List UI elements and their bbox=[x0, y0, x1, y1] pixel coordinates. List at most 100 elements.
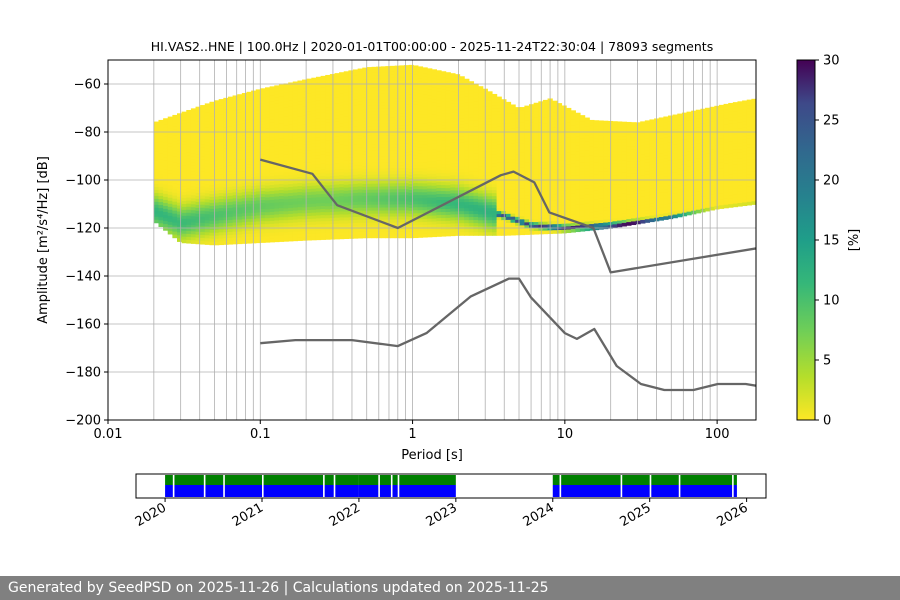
psd-density-cell bbox=[450, 139, 456, 143]
psd-density-cell bbox=[491, 229, 498, 233]
psd-density-cell bbox=[385, 186, 391, 191]
psd-density-cell bbox=[214, 100, 220, 104]
psd-density-cell bbox=[283, 232, 289, 236]
psd-density-cell bbox=[195, 240, 201, 245]
psd-density-cell bbox=[390, 80, 396, 85]
psd-density-cell bbox=[283, 190, 289, 195]
psd-density-cell bbox=[450, 163, 456, 167]
psd-density-cell bbox=[431, 87, 437, 91]
psd-density-cell bbox=[334, 115, 340, 119]
psd-density-cell bbox=[403, 125, 410, 130]
psd-density-cell bbox=[427, 164, 433, 169]
psd-density-cell bbox=[385, 174, 391, 179]
psd-density-cell bbox=[394, 68, 400, 73]
psd-density-cell bbox=[339, 211, 345, 215]
psd-density-cell bbox=[357, 83, 363, 88]
psd-density-cell bbox=[464, 229, 470, 233]
psd-density-cell bbox=[598, 147, 604, 152]
psd-density-cell bbox=[593, 171, 600, 176]
psd-density-cell bbox=[454, 83, 461, 87]
psd-density-cell bbox=[603, 186, 609, 191]
psd-density-cell bbox=[218, 120, 224, 124]
psd-density-cell bbox=[315, 112, 322, 117]
psd-density-cell bbox=[167, 149, 173, 154]
psd-density-cell bbox=[529, 200, 535, 205]
psd-density-cell bbox=[255, 203, 261, 208]
psd-density-cell bbox=[431, 218, 437, 223]
psd-density-cell bbox=[445, 229, 451, 234]
psd-density-cell bbox=[288, 139, 294, 143]
psd-density-cell bbox=[459, 187, 465, 191]
psd-density-cell bbox=[505, 144, 512, 148]
psd-density-cell bbox=[487, 91, 493, 95]
psd-density-cell bbox=[260, 206, 266, 210]
psd-density-cell bbox=[190, 195, 197, 199]
psd-density-cell bbox=[237, 103, 243, 107]
psd-density-cell bbox=[473, 92, 479, 97]
psd-density-cell bbox=[417, 87, 424, 91]
psd-density-cell bbox=[302, 195, 308, 200]
psd-density-cell bbox=[204, 160, 211, 164]
psd-density-cell bbox=[473, 132, 479, 136]
psd-density-cell bbox=[371, 183, 377, 188]
psd-density-cell bbox=[274, 238, 280, 243]
psd-density-cell bbox=[311, 206, 317, 211]
psd-density-cell bbox=[297, 183, 303, 187]
psd-density-cell bbox=[603, 225, 609, 230]
psd-density-cell bbox=[505, 126, 512, 130]
psd-density-cell bbox=[552, 139, 558, 144]
psd-density-cell bbox=[366, 234, 373, 239]
psd-density-cell bbox=[408, 225, 414, 230]
psd-density-cell bbox=[436, 139, 442, 144]
psd-density-cell bbox=[473, 104, 479, 109]
psd-density-cell bbox=[153, 207, 160, 212]
psd-density-cell bbox=[464, 81, 470, 86]
psd-density-cell bbox=[529, 206, 535, 211]
psd-density-cell bbox=[450, 190, 456, 195]
psd-density-cell bbox=[348, 124, 354, 128]
psd-density-cell bbox=[339, 202, 345, 206]
psd-density-cell bbox=[232, 131, 238, 136]
psd-density-cell bbox=[214, 184, 220, 189]
psd-density-cell bbox=[255, 239, 261, 244]
psd-density-cell bbox=[431, 120, 437, 124]
psd-density-cell bbox=[260, 200, 266, 204]
psd-density-cell bbox=[218, 108, 224, 112]
psd-density-cell bbox=[385, 231, 391, 236]
psd-density-cell bbox=[445, 146, 451, 151]
psd-density-cell bbox=[283, 160, 289, 165]
psd-density-cell bbox=[441, 227, 447, 231]
psd-density-cell bbox=[496, 135, 502, 140]
psd-density-cell bbox=[561, 208, 567, 213]
psd-density-cell bbox=[408, 64, 414, 69]
psd-density-cell bbox=[566, 137, 572, 142]
psd-density-cell bbox=[542, 108, 549, 113]
psd-density-cell bbox=[251, 215, 257, 220]
psd-density-cell bbox=[278, 93, 285, 98]
psd-density-cell bbox=[413, 104, 419, 109]
psd-density-cell bbox=[200, 153, 206, 157]
psd-density-cell bbox=[223, 97, 229, 102]
psd-density-cell bbox=[227, 141, 234, 146]
psd-density-cell bbox=[306, 111, 312, 116]
psd-density-cell bbox=[181, 230, 187, 235]
psd-density-cell bbox=[223, 214, 229, 218]
psd-density-cell bbox=[265, 155, 271, 160]
psd-density-cell bbox=[408, 231, 414, 236]
psd-density-cell bbox=[612, 139, 618, 144]
psd-density-cell bbox=[445, 113, 451, 118]
psd-density-cell bbox=[394, 71, 400, 76]
psd-density-cell bbox=[473, 141, 479, 145]
psd-density-cell bbox=[167, 170, 173, 175]
psd-density-cell bbox=[478, 181, 484, 186]
psd-density-cell bbox=[589, 161, 595, 166]
psd-density-cell bbox=[454, 98, 461, 102]
psd-density-cell bbox=[422, 138, 428, 143]
psd-density-cell bbox=[292, 189, 299, 194]
psd-density-cell bbox=[566, 119, 572, 124]
psd-density-cell bbox=[617, 157, 623, 162]
psd-density-cell bbox=[260, 239, 266, 243]
psd-density-cell bbox=[227, 219, 234, 224]
psd-density-cell bbox=[278, 183, 285, 188]
psd-density-cell bbox=[274, 193, 280, 198]
